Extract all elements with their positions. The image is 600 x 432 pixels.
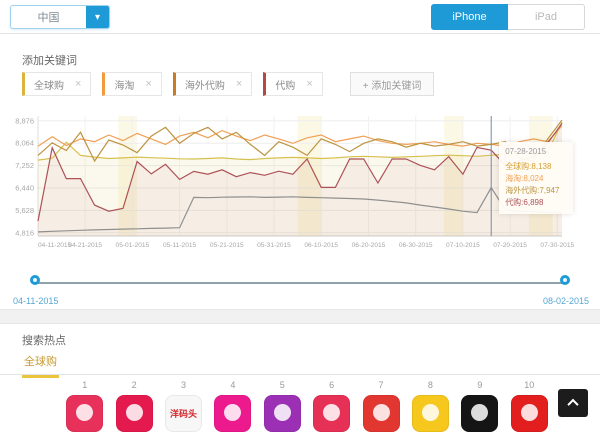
svg-text:06-20-2015: 06-20-2015 [352,242,386,249]
keyword-tag-label: 海外代购 [184,80,225,92]
country-select-value: 中国 [37,12,60,24]
app-icon[interactable] [263,395,301,432]
keyword-tag: 全球购 × [22,72,92,96]
back-to-top-button[interactable] [558,389,588,417]
app-icon[interactable] [313,395,351,432]
keywords-section-title: 添加关键词 [22,55,77,67]
hot-app-item: 9 [455,379,504,432]
app-rank: 4 [230,380,236,390]
app-icon[interactable] [411,395,449,432]
app-rank: 1 [82,380,88,390]
slider-handle-end[interactable] [560,275,570,285]
hot-section-title: 搜索热点 [22,335,66,347]
date-range-slider: 04-11-2015 08-02-2015 [0,272,600,310]
keyword-tag-label: 代购 [275,80,296,92]
svg-text:06-30-2015: 06-30-2015 [399,242,433,249]
app-rank: 7 [378,380,384,390]
hot-app-item: 6 [307,379,356,432]
series-line [37,122,563,161]
close-icon[interactable]: × [306,78,313,90]
country-select[interactable]: 中国 ▾ [10,5,110,29]
hot-app-item: 10 [505,379,554,432]
app-rank: 5 [279,380,285,390]
hot-app-item: 3 洋码头 [159,379,208,432]
chevron-down-icon[interactable]: ▾ [86,6,109,28]
keyword-tags-row: 全球购 × 海淘 × 海外代购 × 代购 × + 添加关键词 [22,72,435,96]
app-icon[interactable] [115,395,153,432]
svg-text:04-21-2015: 04-21-2015 [68,242,102,249]
tab-ipad[interactable]: iPad [508,4,585,30]
series-line [37,119,563,163]
series-line [37,186,563,233]
hot-apps-row: 1 2 3 洋码头 4 5 6 7 8 9 10 [60,379,554,432]
app-icon[interactable] [214,395,252,432]
hot-app-item: 5 [258,379,307,432]
app-rank: 2 [131,380,137,390]
svg-text:05-21-2015: 05-21-2015 [210,242,244,249]
series-line [37,123,563,222]
chart-canvas: 8,876 8,064 7,252 6,440 5,628 4,816 04-11-2015… [15,116,574,249]
svg-text:07-30-2015: 07-30-2015 [540,242,574,249]
close-icon[interactable]: × [235,78,243,90]
keyword-tag: 海淘 × [102,72,162,96]
svg-text:4,816: 4,816 [15,228,34,237]
app-icon[interactable] [66,395,104,432]
slider-start-date: 04-11-2015 [13,296,59,306]
svg-text:6,440: 6,440 [15,184,34,193]
svg-text:07-10-2015: 07-10-2015 [446,242,480,249]
svg-text:05-11-2015: 05-11-2015 [163,242,197,249]
chevron-up-icon [567,398,579,411]
app-icon[interactable] [461,395,499,432]
close-icon[interactable]: × [145,78,152,90]
hot-app-item: 2 [109,379,158,432]
keyword-trend-chart: 8,876 8,064 7,252 6,440 5,628 4,816 04-11-2015… [0,108,600,270]
svg-text:06-10-2015: 06-10-2015 [304,242,338,249]
keyword-tag-label: 海淘 [114,80,135,92]
svg-text:5,628: 5,628 [15,206,34,215]
keyword-tag: 海外代购 × [172,72,253,96]
add-keyword-button[interactable]: + 添加关键词 [349,72,435,96]
app-rank: 3 [180,380,186,390]
slider-track[interactable] [36,282,564,284]
hot-app-item: 8 [406,379,455,432]
hot-app-item: 4 [208,379,257,432]
svg-text:04-11-2015: 04-11-2015 [38,242,72,249]
app-rank: 8 [427,380,433,390]
series-line [37,125,563,147]
close-icon[interactable]: × [75,78,82,90]
slider-handle-start[interactable] [30,275,40,285]
hot-app-item: 1 [60,379,109,432]
app-icon[interactable] [362,395,400,432]
keyword-tag-label: 全球购 [34,80,64,92]
svg-text:07-20-2015: 07-20-2015 [493,242,527,249]
keyword-tag: 代购 × [263,72,323,96]
slider-end-date: 08-02-2015 [542,296,589,306]
device-toggle: iPhone iPad [431,4,585,30]
app-rank: 10 [524,380,535,390]
svg-text:8,064: 8,064 [15,139,34,148]
top-bar: 中国 ▾ iPhone iPad [0,0,600,34]
app-rank: 9 [477,380,483,390]
section-divider [0,309,600,324]
app-icon[interactable]: 洋码头 [164,395,202,432]
tab-hot-keyword[interactable]: 全球购 [22,353,59,378]
svg-text:8,876: 8,876 [15,116,34,125]
hot-app-item: 7 [356,379,405,432]
svg-text:7,252: 7,252 [15,161,34,170]
tab-iphone[interactable]: iPhone [431,4,508,30]
app-icon[interactable] [510,395,548,432]
svg-text:05-01-2015: 05-01-2015 [116,242,150,249]
app-rank: 6 [329,380,335,390]
tabs-border [0,374,600,375]
svg-text:05-31-2015: 05-31-2015 [257,242,291,249]
